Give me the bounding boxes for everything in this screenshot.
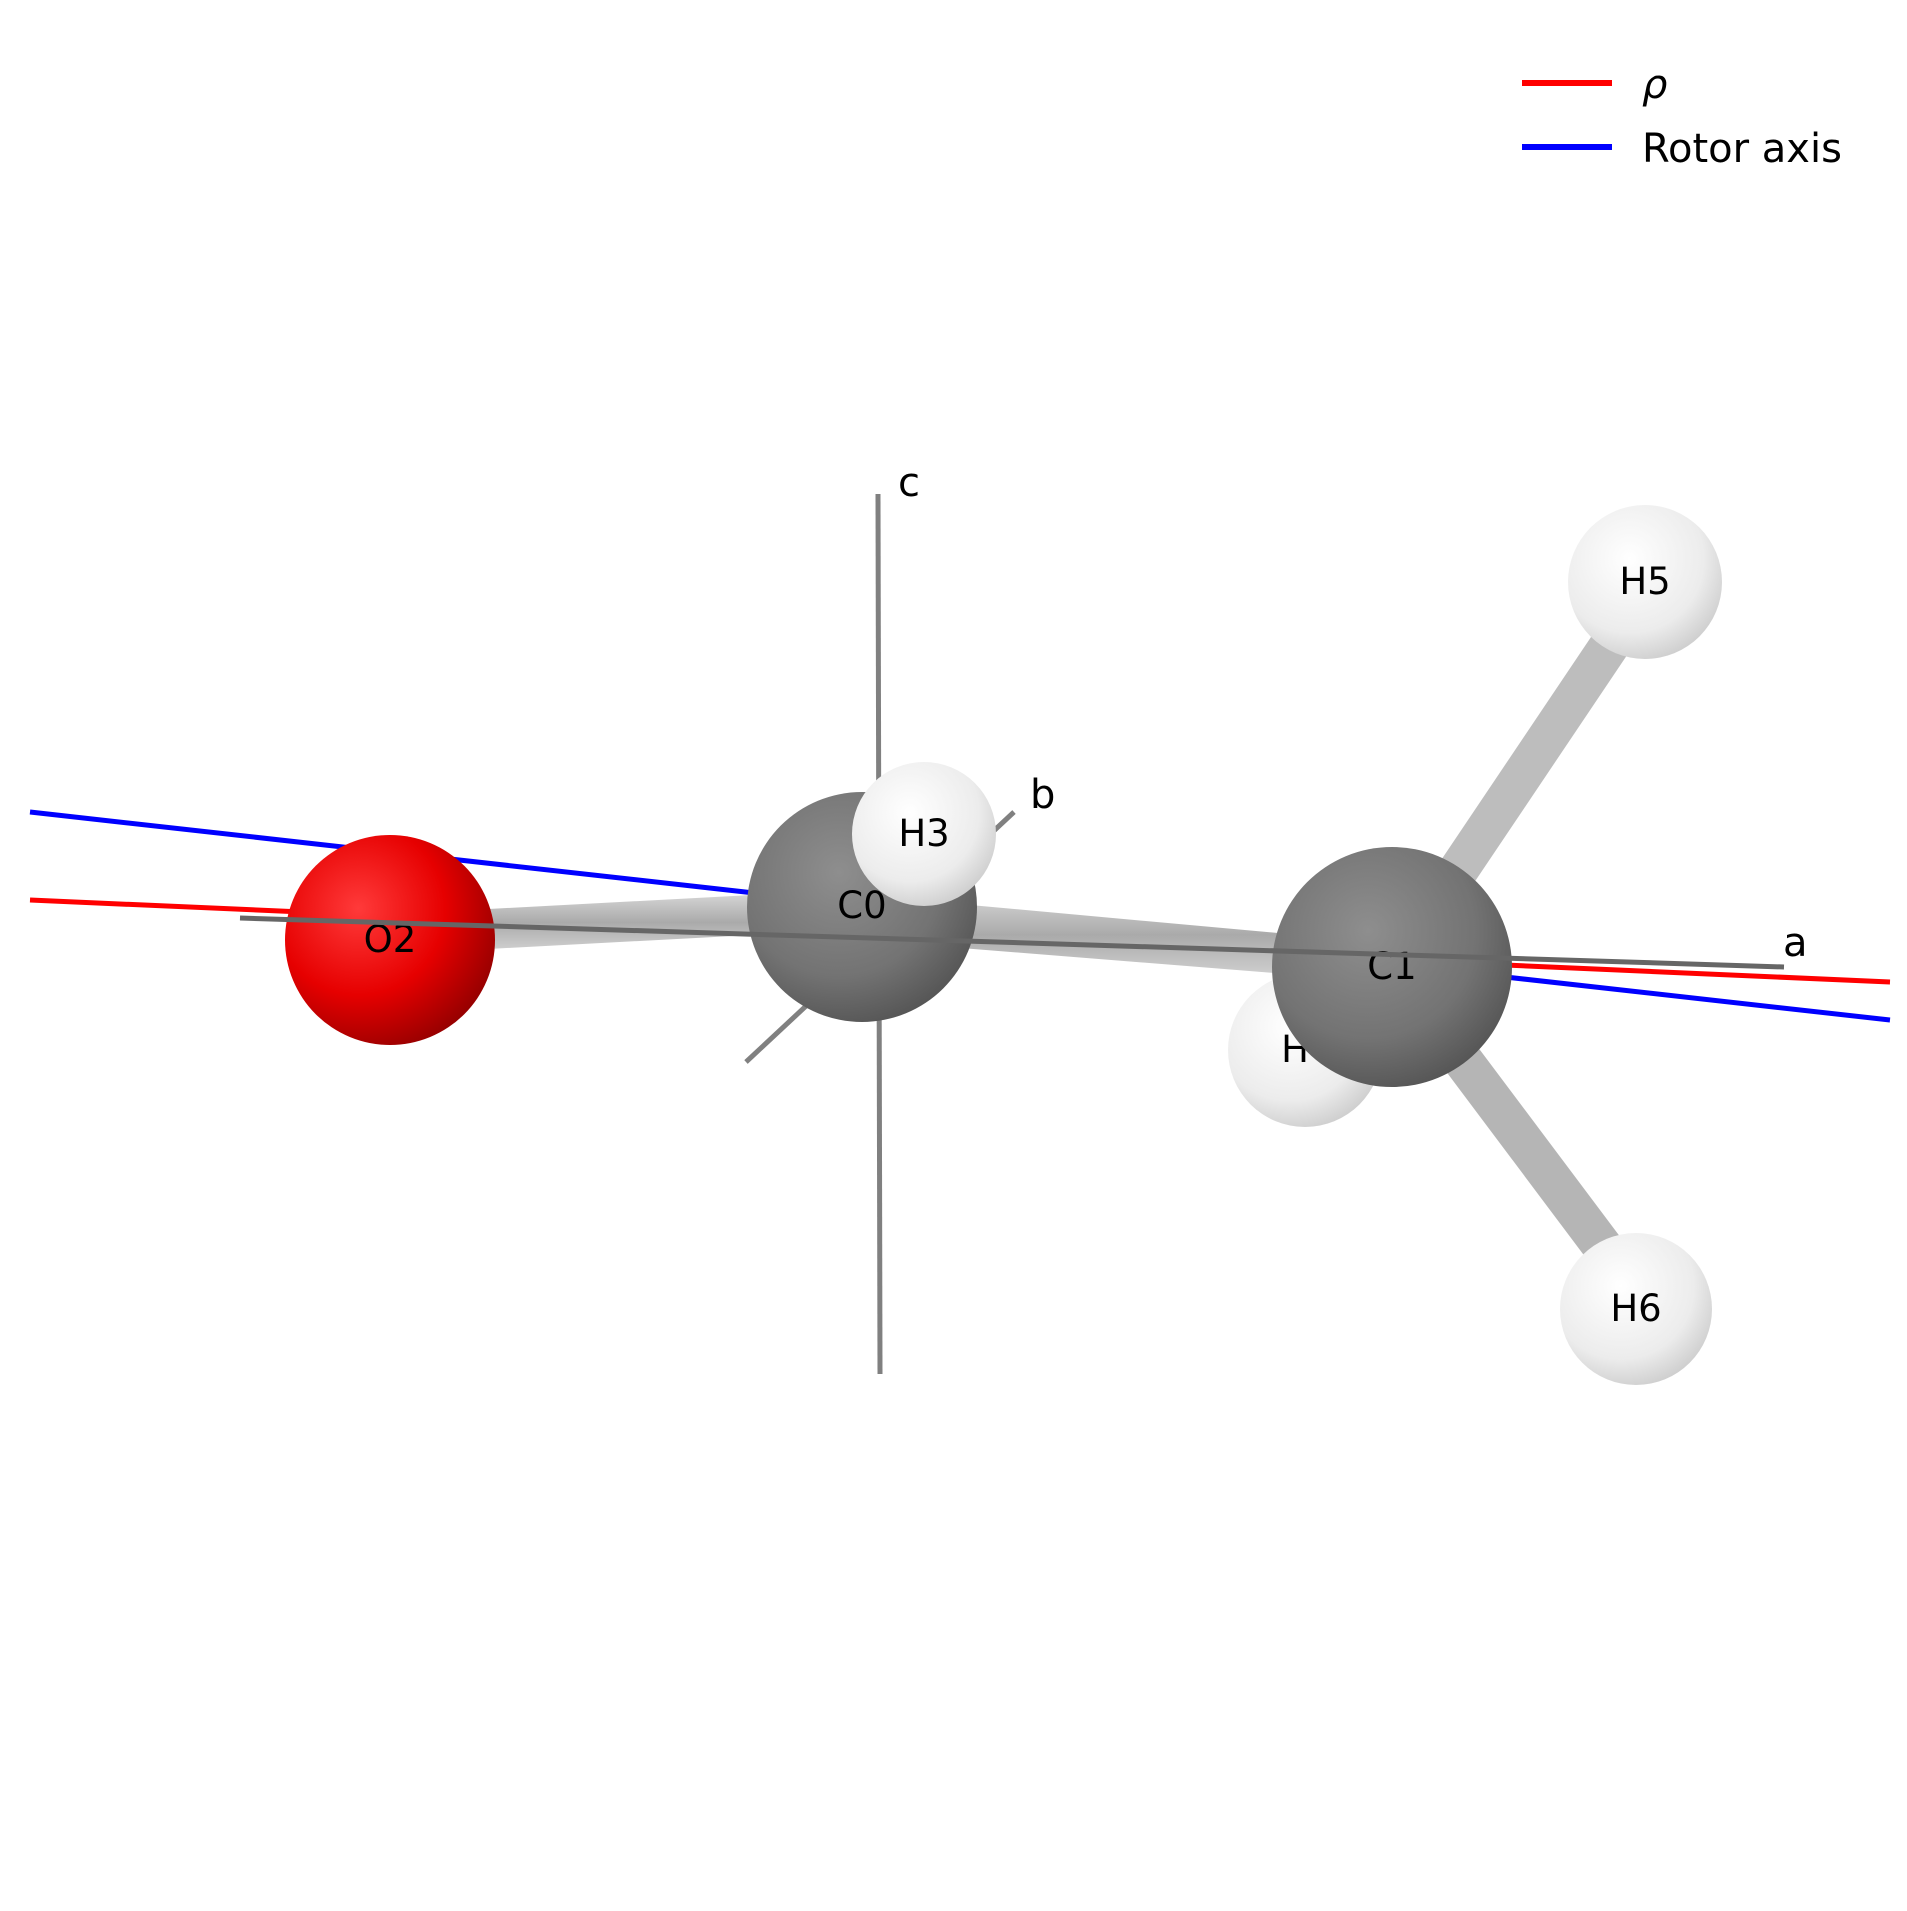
axis-label-c: c [898,460,920,506]
atom-label-h5: H5 [1619,560,1670,603]
atom-c1[interactable]: C1 [1272,847,1512,1087]
legend-label-rotor-axis: Rotor axis [1642,126,1842,172]
atom-h5[interactable]: H5 [1568,505,1722,659]
atom-h3[interactable]: H3 [852,762,996,906]
hydrogen-sphere [1560,1233,1712,1385]
legend: ρ Rotor axis [1522,62,1842,172]
a-axis-line [239,915,1785,970]
atom-label-c1: C1 [1367,945,1416,988]
atom-label-h6: H6 [1610,1287,1661,1330]
oxygen-sphere [285,835,495,1045]
atom-label-c0: C0 [837,884,886,927]
legend-label-rho: ρ [1642,62,1667,108]
atom-o2[interactable]: O2 [285,835,495,1045]
axis-label-a: a [1783,920,1808,966]
bond-c1-h6 [1424,1018,1636,1282]
bond-o2-c0 [470,895,752,950]
atom-h6[interactable]: H6 [1560,1233,1712,1385]
atom-label-h3: H3 [898,812,949,855]
hydrogen-sphere [1568,505,1722,659]
hydrogen-sphere [852,762,996,906]
axis-label-b: b [1030,772,1055,818]
carbon-sphere [1272,847,1512,1087]
bond-c1-h5 [1418,588,1657,917]
